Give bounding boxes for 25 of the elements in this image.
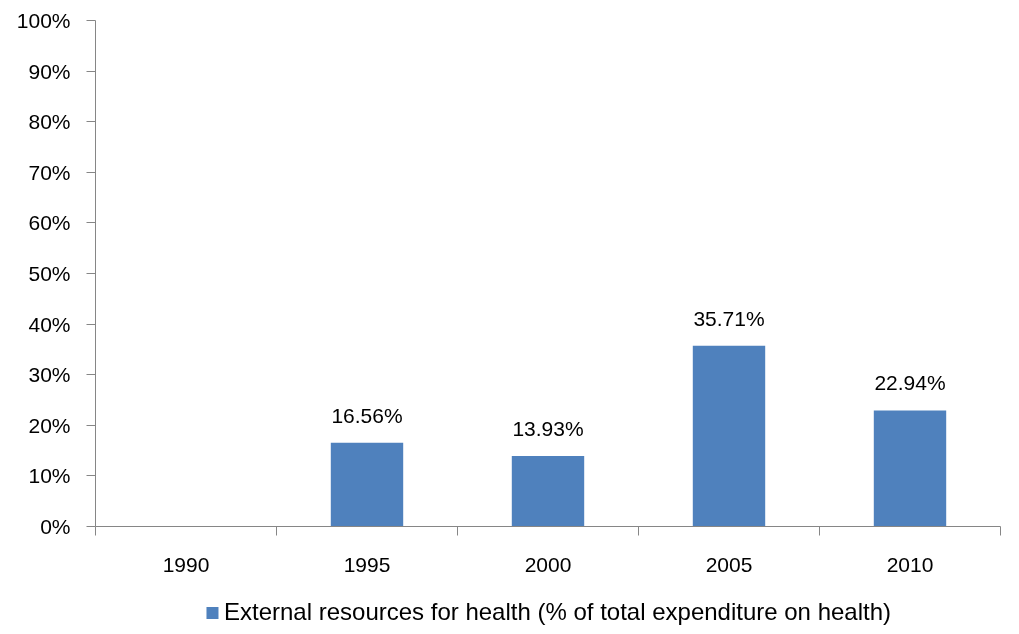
x-tick-label: 2000 — [524, 552, 572, 576]
y-tick-label: 30% — [28, 363, 71, 387]
y-tick-label: 100% — [16, 9, 71, 32]
y-tick-label: 80% — [28, 110, 71, 134]
bar — [511, 456, 585, 527]
y-tick-label: 20% — [28, 413, 71, 437]
data-label: 16.56% — [331, 403, 403, 427]
y-tick-label: 60% — [28, 211, 71, 235]
x-tick-label: 2010 — [886, 552, 934, 576]
legend-label: External resources for health (% of total expenditure on health) — [223, 598, 892, 626]
data-label: 35.71% — [693, 306, 765, 330]
y-tick-label: 70% — [28, 160, 71, 184]
y-tick-label: 90% — [28, 59, 71, 83]
bar — [330, 442, 404, 527]
y-tick-label: 40% — [28, 312, 71, 336]
bar — [692, 345, 766, 527]
y-tick-label: 0% — [40, 515, 71, 538]
bar — [873, 410, 947, 527]
data-label: 13.93% — [512, 417, 584, 441]
y-tick-label: 50% — [28, 262, 71, 285]
x-tick-label: 2005 — [705, 552, 753, 576]
x-tick-label: 1995 — [343, 552, 391, 576]
data-label: 22.94% — [874, 371, 946, 395]
x-tick-label: 1990 — [162, 552, 210, 576]
y-tick-label: 10% — [28, 464, 71, 488]
